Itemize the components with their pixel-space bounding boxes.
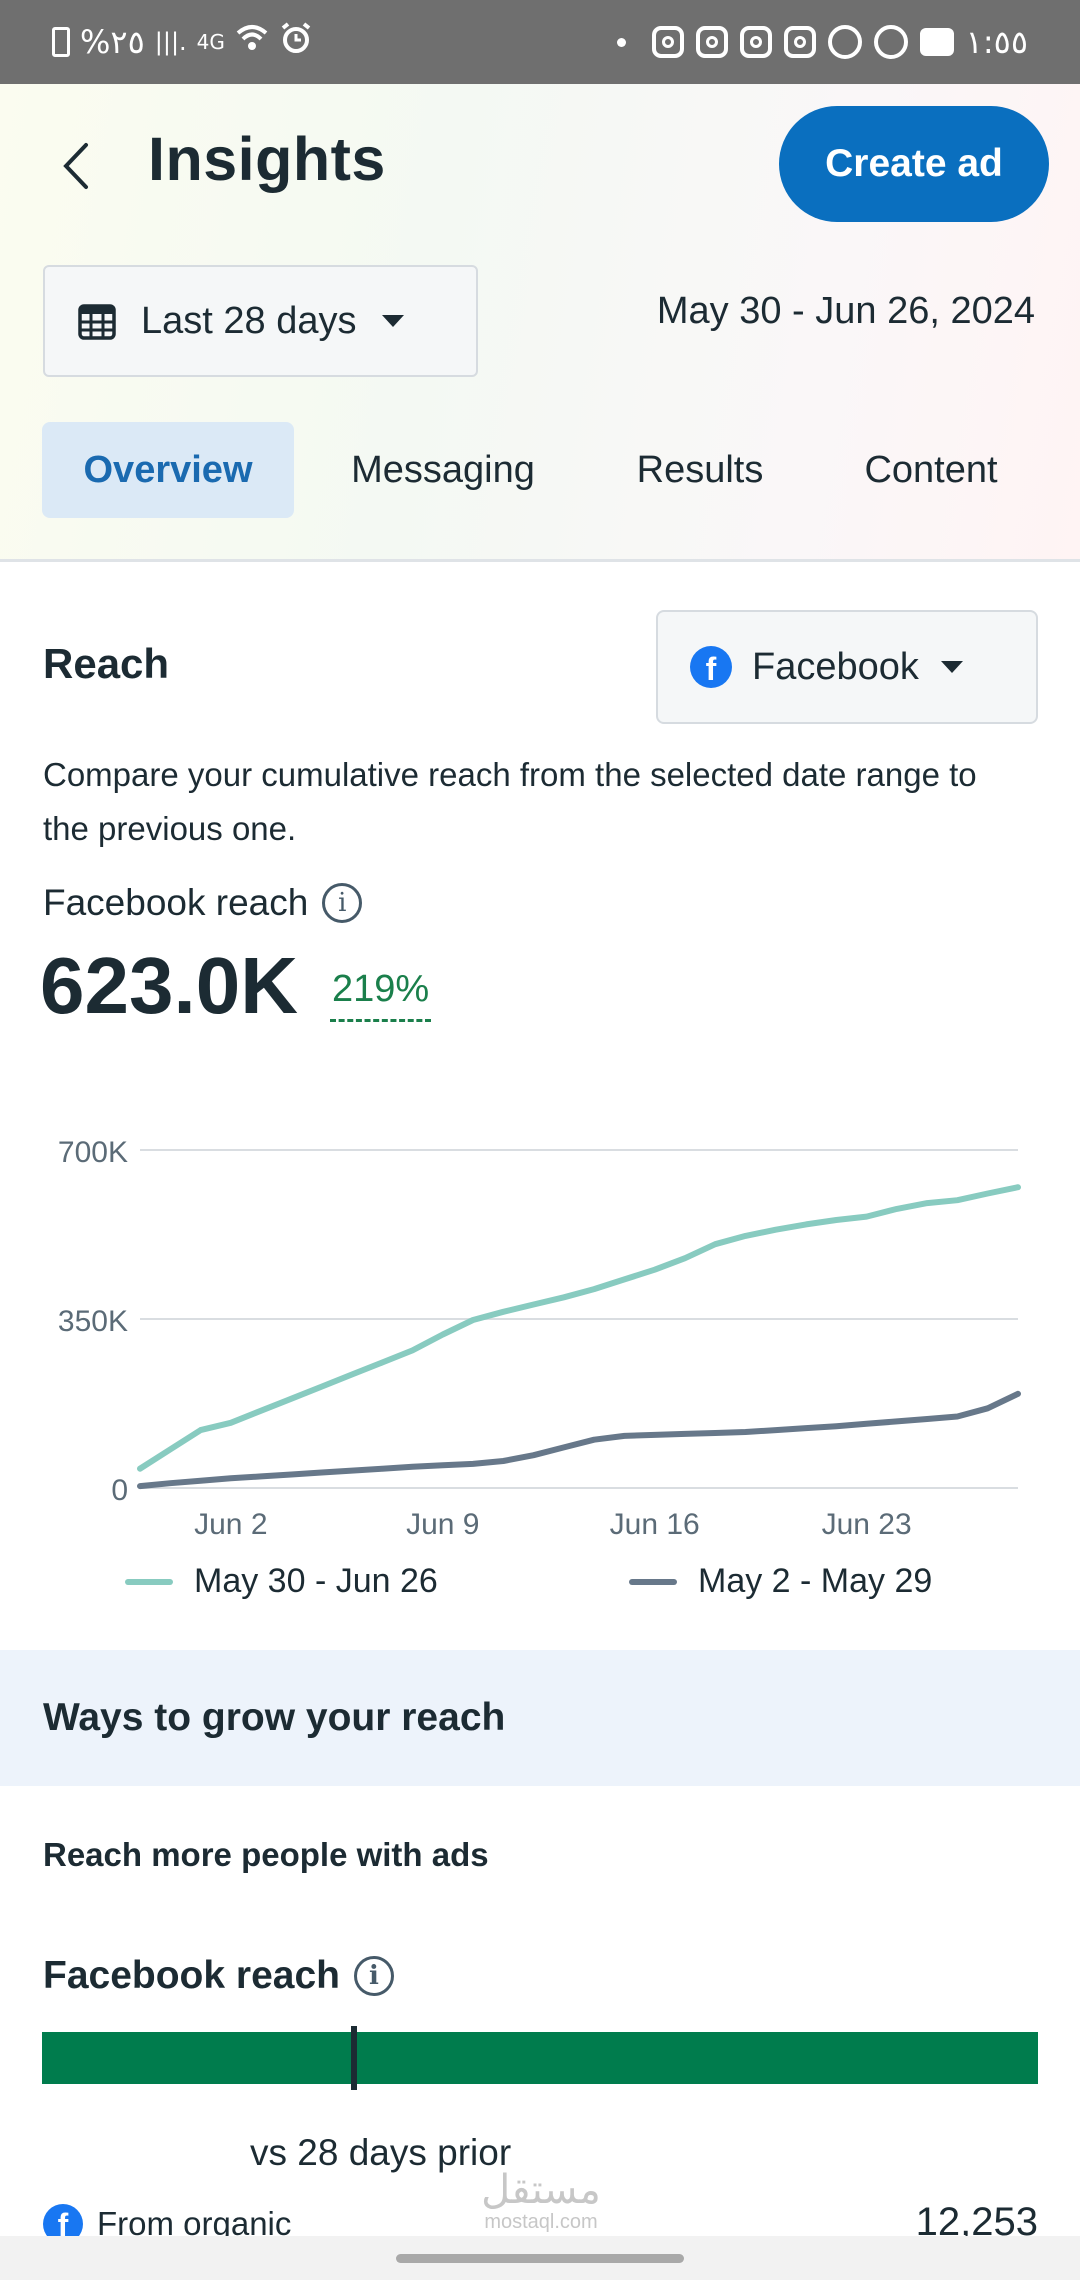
status-bar-right: ١:٥٥ (616, 0, 1028, 84)
tab-overview[interactable]: Overview (42, 422, 294, 518)
legend-label: May 2 - May 29 (698, 1562, 932, 1600)
back-button[interactable] (50, 136, 100, 196)
info-icon[interactable]: i (353, 1956, 394, 1996)
date-range-text: May 30 - Jun 26, 2024 (656, 290, 1035, 332)
status-bar-left: %٢٥ |||. 4G (52, 0, 313, 84)
platform-label: Facebook (752, 645, 919, 688)
date-range-dropdown[interactable]: Last 28 days (43, 265, 478, 377)
instagram-icon (739, 26, 772, 58)
reach-bar-marker (350, 2026, 357, 2090)
platform-dropdown[interactable]: f Facebook (656, 610, 1038, 724)
reach-description: Compare your cumulative reach from the s… (43, 756, 977, 847)
series-line (137, 1390, 1021, 1490)
page-title: Insights (148, 125, 386, 193)
comparison-label: vs 28 days prior (250, 2132, 512, 2173)
facebook-reach-heading: Facebook reach i (43, 1954, 394, 1998)
x-tick-label: Jun 23 (822, 1508, 912, 1541)
grow-reach-title: Ways to grow your reach (43, 1696, 506, 1739)
caret-down-icon (940, 661, 963, 673)
instagram-icon (695, 26, 728, 58)
insights-header: Insights Create ad Last 28 days May 30 -… (0, 84, 1080, 562)
home-indicator[interactable] (396, 2254, 684, 2263)
facebook-reach-heading-text: Facebook reach (43, 1954, 340, 1997)
reach-section-title: Reach (43, 640, 170, 687)
x-tick-label: Jun 16 (610, 1508, 700, 1541)
reach-line-chart: 700K 350K 0 Jun 2 Jun 9 Jun 16 Jun 23 May 30 - … (58, 1136, 1021, 1600)
status-bar: %٢٥ |||. 4G ١:٥٥ (0, 0, 1080, 84)
metric-label-text: Facebook reach (43, 882, 309, 923)
message-icon (919, 28, 954, 56)
app-notification-icon (827, 25, 862, 59)
watermark-logo: مستقل mostaql.com (476, 2168, 606, 2232)
x-tick-label: Jun 2 (194, 1508, 267, 1541)
navigation-bar (0, 2236, 1080, 2280)
legend-label: May 30 - Jun 26 (194, 1562, 438, 1600)
alarm-icon (279, 21, 313, 63)
reach-chart: 700K 350K 0 Jun 2 Jun 9 Jun 16 Jun 23 May 30 - … (0, 1110, 1080, 1630)
x-tick-label: Jun 9 (406, 1508, 479, 1541)
y-tick-label: 700K (58, 1136, 128, 1169)
calendar-icon (78, 304, 116, 340)
facebook-icon: f (690, 646, 732, 688)
tab-results[interactable]: Results (636, 448, 764, 491)
messenger-icon (873, 25, 908, 59)
grow-reach-banner: Ways to grow your reach (0, 1650, 1080, 1786)
tab-messaging[interactable]: Messaging (351, 448, 535, 491)
facebook-reach-label: Facebook reach i (43, 882, 363, 924)
reach-bar (42, 2026, 1038, 2090)
signal-icon: |||. (154, 28, 187, 56)
tab-content[interactable]: Content (864, 448, 998, 491)
wifi-icon (235, 21, 269, 63)
series-line (137, 1184, 1021, 1472)
notification-dot-icon (616, 37, 626, 47)
organic-row: f From organic (43, 2204, 291, 2244)
info-icon[interactable]: i (322, 883, 363, 923)
watermark-text: مستقل (481, 2167, 601, 2213)
clock: ١:٥٥ (965, 23, 1028, 61)
instagram-icon (783, 26, 816, 58)
organic-label: From organic (97, 2205, 292, 2242)
watermark-url: mostaql.com (484, 2211, 598, 2233)
y-tick-label: 0 (111, 1474, 128, 1507)
battery-percent: %٢٥ (80, 23, 145, 61)
instagram-icon (651, 26, 684, 58)
reach-ads-title: Reach more people with ads (43, 1836, 489, 1873)
create-ad-button[interactable]: Create ad (779, 106, 1049, 222)
network-type: 4G (196, 30, 225, 54)
date-range-label: Last 28 days (141, 299, 357, 342)
y-tick-label: 350K (58, 1305, 128, 1338)
reach-change-percent[interactable]: 219% (330, 968, 432, 1022)
chevron-left-icon (63, 143, 88, 189)
insights-tabs: Overview Messaging Results Content (0, 422, 1080, 518)
reach-value: 623.0K (40, 941, 298, 1030)
caret-down-icon (382, 315, 405, 327)
battery-icon (52, 27, 70, 57)
